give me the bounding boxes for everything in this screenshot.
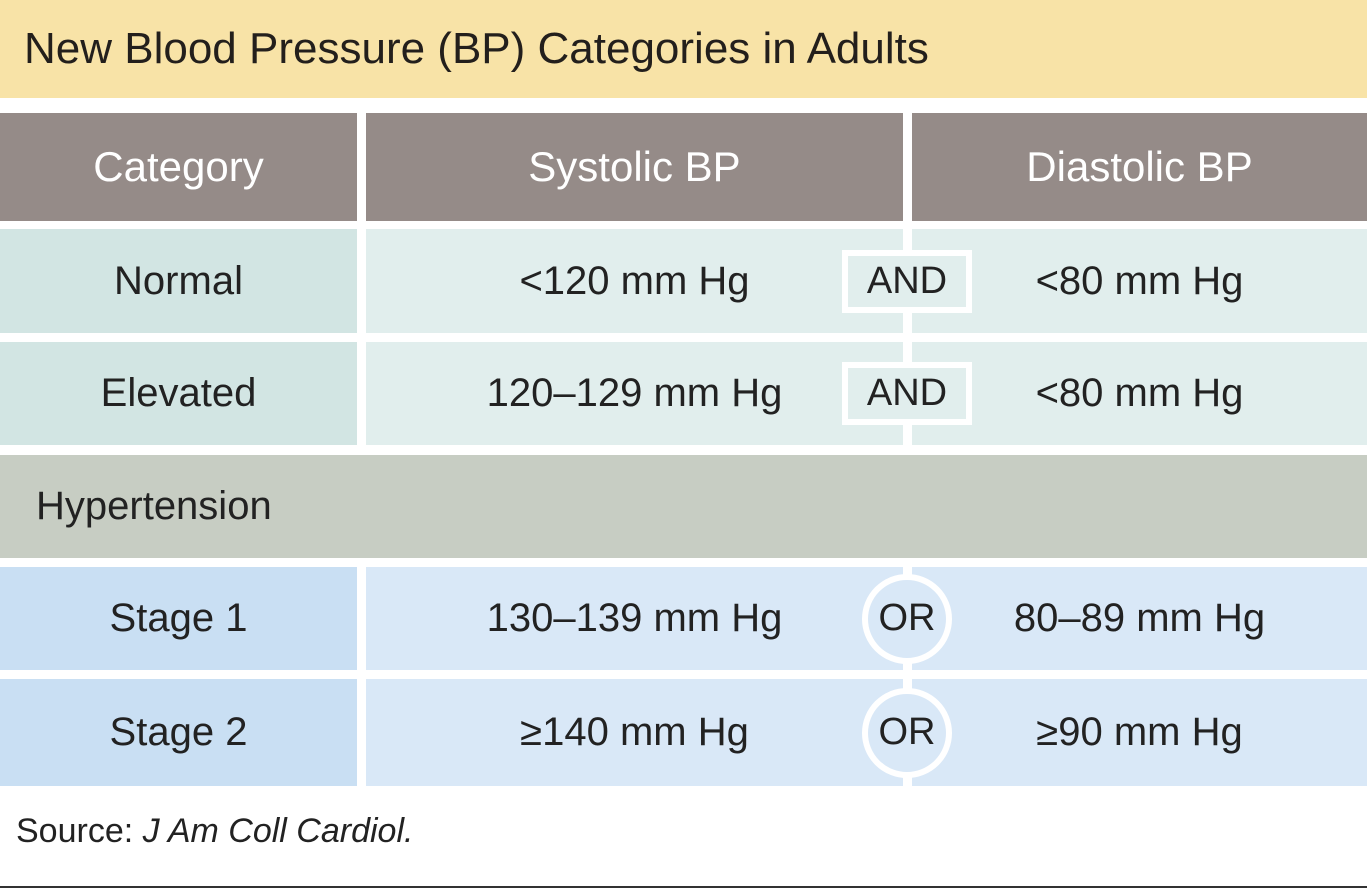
category-cell: Elevated bbox=[0, 342, 357, 445]
source: Source: J Am Coll Cardiol. bbox=[16, 812, 413, 851]
connector: OR bbox=[862, 573, 952, 664]
rule bbox=[0, 886, 1367, 888]
connector: OR bbox=[862, 687, 952, 778]
systolic-cell: ≥140 mm Hg bbox=[366, 679, 903, 786]
diastolic-cell: <80 mm Hg bbox=[912, 229, 1367, 333]
header-cell: Category bbox=[0, 113, 357, 221]
connector: AND bbox=[842, 362, 972, 425]
systolic-cell: 130–139 mm Hg bbox=[366, 567, 903, 670]
title: New Blood Pressure (BP) Categories in Ad… bbox=[0, 0, 1367, 98]
category-cell: Stage 1 bbox=[0, 567, 357, 670]
diastolic-cell: <80 mm Hg bbox=[912, 342, 1367, 445]
header-cell: Diastolic BP bbox=[912, 113, 1367, 221]
source-citation: J Am Coll Cardiol. bbox=[142, 812, 414, 850]
header-cell: Systolic BP bbox=[366, 113, 903, 221]
category-cell: Normal bbox=[0, 229, 357, 333]
systolic-cell: <120 mm Hg bbox=[366, 229, 903, 333]
category-cell: Stage 2 bbox=[0, 679, 357, 786]
source-label: Source: bbox=[16, 812, 134, 850]
diastolic-cell: 80–89 mm Hg bbox=[912, 567, 1367, 670]
connector: AND bbox=[842, 249, 972, 313]
section-label: Hypertension bbox=[0, 455, 1367, 558]
systolic-cell: 120–129 mm Hg bbox=[366, 342, 903, 445]
diastolic-cell: ≥90 mm Hg bbox=[912, 679, 1367, 786]
